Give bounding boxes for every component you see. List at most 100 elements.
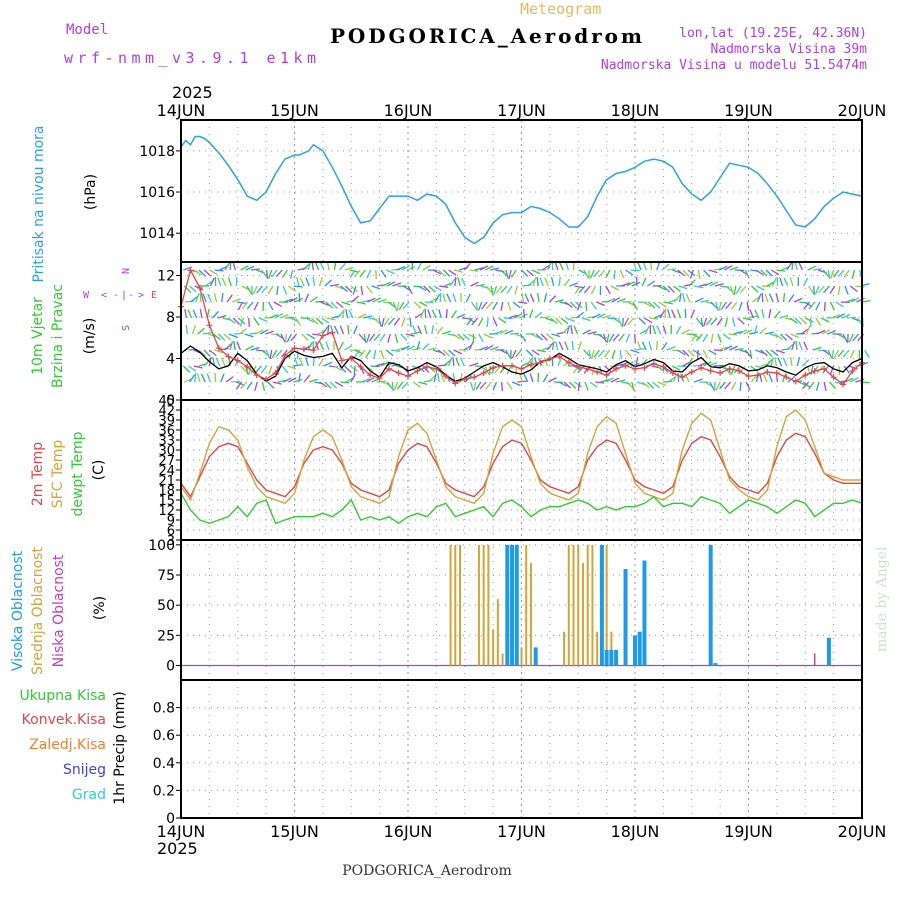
wind-barb xyxy=(195,293,200,303)
wind-barb xyxy=(630,269,640,272)
wind-barb xyxy=(551,341,555,351)
y-tick-label: 0 xyxy=(166,659,175,675)
wind-barb xyxy=(635,357,639,367)
footer-station: PODGORICA_Aerodrom xyxy=(342,863,512,879)
top-axis-year: 2025 xyxy=(172,83,213,102)
wind-barb xyxy=(208,349,217,356)
wind-barb xyxy=(471,317,479,326)
wind-barb xyxy=(358,349,366,358)
wind-barb xyxy=(729,266,739,271)
wind-barb xyxy=(306,333,316,340)
wind-gust-marker xyxy=(196,284,203,291)
wind-barb xyxy=(203,269,212,277)
wind-barb xyxy=(671,309,676,319)
wind-gust-marker xyxy=(395,370,402,377)
compass-pipe: | xyxy=(121,290,127,301)
wind-gust-marker xyxy=(698,364,705,371)
wind-barb xyxy=(649,317,659,320)
wind-barb xyxy=(837,269,845,278)
wind-gust-marker xyxy=(792,378,799,385)
wind-barb xyxy=(519,333,527,342)
wind-barb xyxy=(506,285,513,294)
wind-barb xyxy=(484,365,490,375)
wind-barb xyxy=(483,333,493,339)
wind-barb xyxy=(279,314,289,319)
y-tick-label: 27 xyxy=(158,454,175,469)
wind-barb xyxy=(372,297,381,303)
wind-barb xyxy=(596,301,605,306)
wind-gust-marker xyxy=(594,368,601,375)
wind-barb xyxy=(421,343,430,351)
top-x-tick-label: 14JUN xyxy=(157,101,206,120)
wind-barb xyxy=(505,349,511,359)
wind-barb xyxy=(696,349,699,360)
wind-barb xyxy=(723,345,733,351)
wind-barb xyxy=(641,381,650,389)
wind-barb xyxy=(682,293,686,303)
precip-labels: Ukupna Kisa Konvek.Kisa Zaledj.Kisa Snij… xyxy=(19,688,128,805)
wind-barb xyxy=(359,269,366,278)
wind-barb xyxy=(672,365,681,371)
wind-barb xyxy=(443,359,451,367)
wind-barb xyxy=(475,283,485,287)
wind-barb xyxy=(236,341,241,351)
wind-barb xyxy=(185,324,189,335)
wind-barb xyxy=(627,317,635,326)
wind-barb xyxy=(657,285,667,291)
temp-unit: (C) xyxy=(91,460,107,481)
wind-barb xyxy=(558,341,564,351)
wind-barb xyxy=(361,378,370,383)
y-tick-label: 8 xyxy=(166,310,175,326)
compass-arrow-right: > xyxy=(138,290,144,301)
wind-barb xyxy=(293,285,303,288)
wind-barb xyxy=(235,381,243,390)
wind-barb xyxy=(760,349,768,357)
pressure-unit: (hPa) xyxy=(83,174,99,210)
wind-barb xyxy=(750,285,759,293)
wind-barb xyxy=(479,265,489,271)
wind-barb xyxy=(298,373,301,383)
wind-barb xyxy=(677,269,685,277)
wind-barb xyxy=(457,277,461,287)
model-name: wrf-nmm_v3.9.1 e1km xyxy=(64,49,316,67)
wind-barb xyxy=(345,285,353,293)
wind-barb xyxy=(401,345,410,351)
wind-barb xyxy=(453,269,463,273)
wind-barb xyxy=(667,285,675,293)
wind-barb xyxy=(283,298,293,303)
wind-barb xyxy=(224,343,232,351)
wind-barb xyxy=(273,301,282,307)
cloud-bar xyxy=(642,560,647,666)
wind-barb xyxy=(705,317,713,326)
wind-barb xyxy=(576,311,584,319)
cloud-bar xyxy=(586,544,589,666)
cloud-unit: (%) xyxy=(92,596,108,620)
compass-s: S xyxy=(119,325,130,331)
wind-gust-marker xyxy=(632,365,638,372)
wind-gust-marker xyxy=(376,375,383,382)
wind-barb xyxy=(424,325,428,335)
wind-barb xyxy=(427,347,437,351)
wind-barb xyxy=(798,341,803,351)
wind-barb xyxy=(427,309,432,319)
wind-barb xyxy=(734,348,744,351)
wind-barb xyxy=(231,380,241,383)
wind-barb xyxy=(735,285,742,295)
top-x-tick-label: 16JUN xyxy=(384,101,433,120)
model-label: Model xyxy=(66,22,108,38)
wind-barb xyxy=(312,356,315,367)
wind-gust-marker xyxy=(414,367,421,374)
wind-barb xyxy=(347,324,350,335)
wind-barb xyxy=(739,285,747,294)
wind-gust-marker xyxy=(811,367,818,374)
wind-barb xyxy=(653,301,661,309)
wind-barb xyxy=(460,357,465,367)
wind-barb xyxy=(756,285,765,291)
wind-barb xyxy=(795,340,798,351)
wind-barb xyxy=(550,317,558,325)
wind-barb xyxy=(333,365,343,372)
y-tick-label: 45 xyxy=(158,394,175,409)
wind-barb xyxy=(519,373,524,383)
wind-barb xyxy=(371,377,381,383)
